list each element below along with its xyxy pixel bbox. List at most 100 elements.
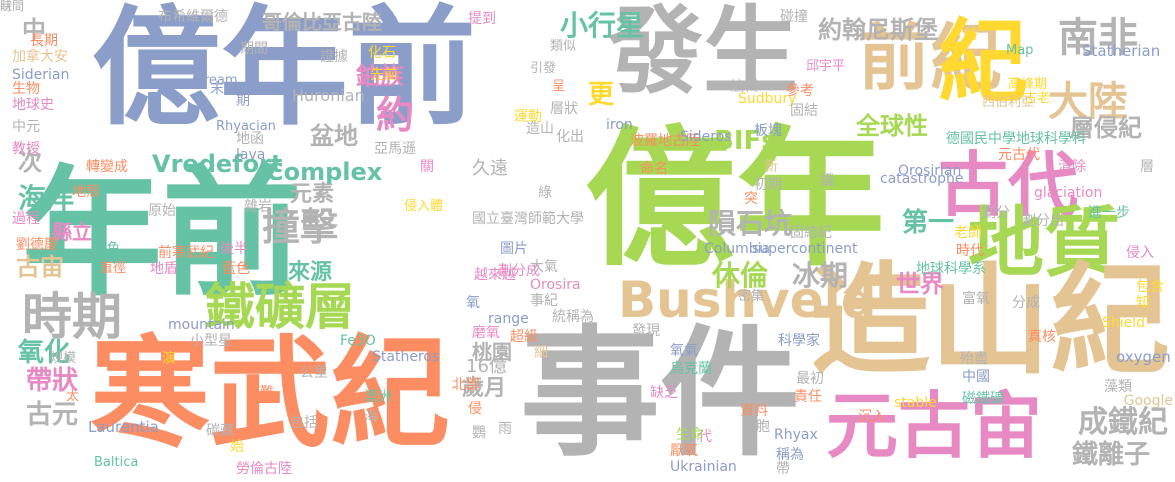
cloud-word: 雜岩 [244, 199, 272, 215]
cloud-word: 磨氧 [472, 325, 500, 341]
cloud-word: 過程 [12, 211, 40, 227]
cloud-word: 代 [698, 429, 712, 445]
cloud-word: iron [606, 117, 633, 133]
cloud-word: 後半 [220, 241, 248, 257]
cloud-word: 層侵紀 [1070, 114, 1142, 142]
cloud-word: 時代 [956, 243, 984, 259]
cloud-word: 呈 [552, 79, 566, 94]
cloud-word: 中國 [962, 369, 990, 385]
cloud-word: 元古代 [998, 147, 1040, 163]
cloud-word: 海 [364, 409, 378, 425]
cloud-word: catastrophe [880, 171, 964, 187]
cloud-word: 古元 [26, 400, 79, 430]
cloud-word: 綠 [538, 185, 552, 201]
cloud-word: Orosira [530, 277, 581, 293]
cloud-word: 次 [18, 148, 42, 176]
cloud-word: 生命 [676, 427, 704, 443]
cloud-word: Orosirian [898, 163, 962, 179]
cloud-word: 久遠 [472, 158, 508, 179]
cloud-word: 進一步 [1088, 205, 1130, 221]
cloud-word: 邱宇平 [806, 59, 846, 74]
cloud-word: 劃分成 [498, 263, 540, 279]
cloud-word: BIFs [714, 126, 777, 156]
cloud-word: 缺乏 [650, 385, 678, 401]
cloud-word: 冰期 [792, 259, 849, 292]
cloud-word: 高峰期 [1008, 77, 1048, 92]
cloud-word: 包含 [1136, 279, 1164, 295]
cloud-word: 碳藏 [206, 423, 234, 439]
cloud-word: 撞擊 [262, 205, 339, 249]
cloud-word: 發生 [608, 0, 799, 107]
cloud-word: 哥倫比亞古陸 [262, 10, 382, 34]
cloud-word: 勞倫古陸 [236, 461, 292, 477]
cloud-word: 氧 [466, 295, 480, 311]
cloud-word: 氧氣 [670, 343, 698, 359]
cloud-word: 運動 [514, 109, 542, 125]
cloud-word: 密集 [738, 289, 765, 304]
cloud-word: 國立臺灣師範大學 [472, 211, 584, 227]
cloud-word: 新 [764, 159, 778, 175]
cloud-word: 年前 [22, 153, 303, 316]
cloud-word: 澳洲 [364, 389, 392, 405]
cloud-word: 帶狀 [26, 366, 79, 396]
cloud-word: 元古宙 [826, 384, 1043, 468]
cloud-word: 磁鐵礦 [962, 391, 1004, 407]
cloud-word: 真核 [1028, 329, 1056, 345]
cloud-word: 地盾 [150, 261, 178, 277]
cloud-word: 直徑 [100, 261, 127, 276]
cloud-word: Rhyax [774, 427, 818, 443]
cloud-word: 億年 [585, 113, 886, 287]
cloud-word: 轉變成 [86, 159, 128, 175]
cloud-word: 綠色 [94, 241, 121, 256]
cloud-word: 造山紀 [810, 252, 1170, 391]
cloud-word: 知 [1136, 295, 1150, 311]
cloud-word: stable [894, 395, 937, 411]
cloud-word: 命名 [640, 161, 668, 177]
cloud-word: 中元 [12, 119, 40, 135]
cloud-word: 西伯利亞 [982, 95, 1035, 110]
cloud-word: 層狀 [550, 101, 578, 117]
cloud-word: 地球科學系 [916, 261, 986, 277]
cloud-word: Siderian [12, 67, 70, 83]
cloud-word: 歲月 [462, 376, 507, 401]
cloud-word: 發現 [632, 323, 660, 339]
cloud-word: 圖片 [500, 241, 528, 257]
cloud-word: Laurentia [88, 418, 159, 436]
cloud-word: 資料 [740, 403, 768, 419]
cloud-word: 證據 [320, 49, 348, 65]
cloud-word: 海洋 [18, 182, 75, 215]
cloud-word: 科學家 [778, 333, 820, 349]
cloud-word: 大陸 [1048, 79, 1128, 125]
cloud-word: 劃分 [982, 205, 1010, 221]
cloud-word: 中 [22, 16, 46, 44]
cloud-word: 厭氧 [670, 443, 698, 459]
cloud-word: stream [192, 73, 238, 88]
cloud-word: 時期 [22, 288, 122, 346]
cloud-word: 沉入 [858, 409, 886, 425]
cloud-word: 事件 [520, 313, 801, 476]
cloud-word: 地殼 [72, 184, 100, 200]
cloud-word: Google [1123, 393, 1173, 409]
cloud-word: 小行星 [560, 9, 645, 42]
cloud-word: 超級 [510, 329, 538, 345]
cloud-word: 統稱為 [552, 309, 594, 325]
cloud-word: Huronian [292, 86, 365, 105]
cloud-word: 藻類 [1104, 379, 1132, 395]
cloud-word: 約 [376, 93, 415, 137]
cloud-word: 初期 [754, 177, 782, 193]
cloud-word: 細胞 [742, 419, 770, 435]
cloud-word: range [488, 311, 529, 327]
cloud-word: Sideros [680, 129, 732, 145]
cloud-word: 約翰尼斯堡 [818, 16, 938, 44]
cloud-word: Ukrainian [670, 459, 737, 475]
cloud-word: 侵入 [1126, 245, 1154, 261]
cloud-word: 最初 [796, 371, 824, 387]
cloud-word: 元素 [290, 182, 335, 207]
cloud-word: supercontinent [752, 241, 858, 257]
cloud-word: 全球性 [856, 112, 928, 140]
cloud-word: 責任 [794, 389, 822, 405]
cloud-word: 時間 [0, 0, 25, 13]
cloud-word: 第一 [902, 208, 955, 238]
cloud-word: 提到 [468, 11, 496, 27]
